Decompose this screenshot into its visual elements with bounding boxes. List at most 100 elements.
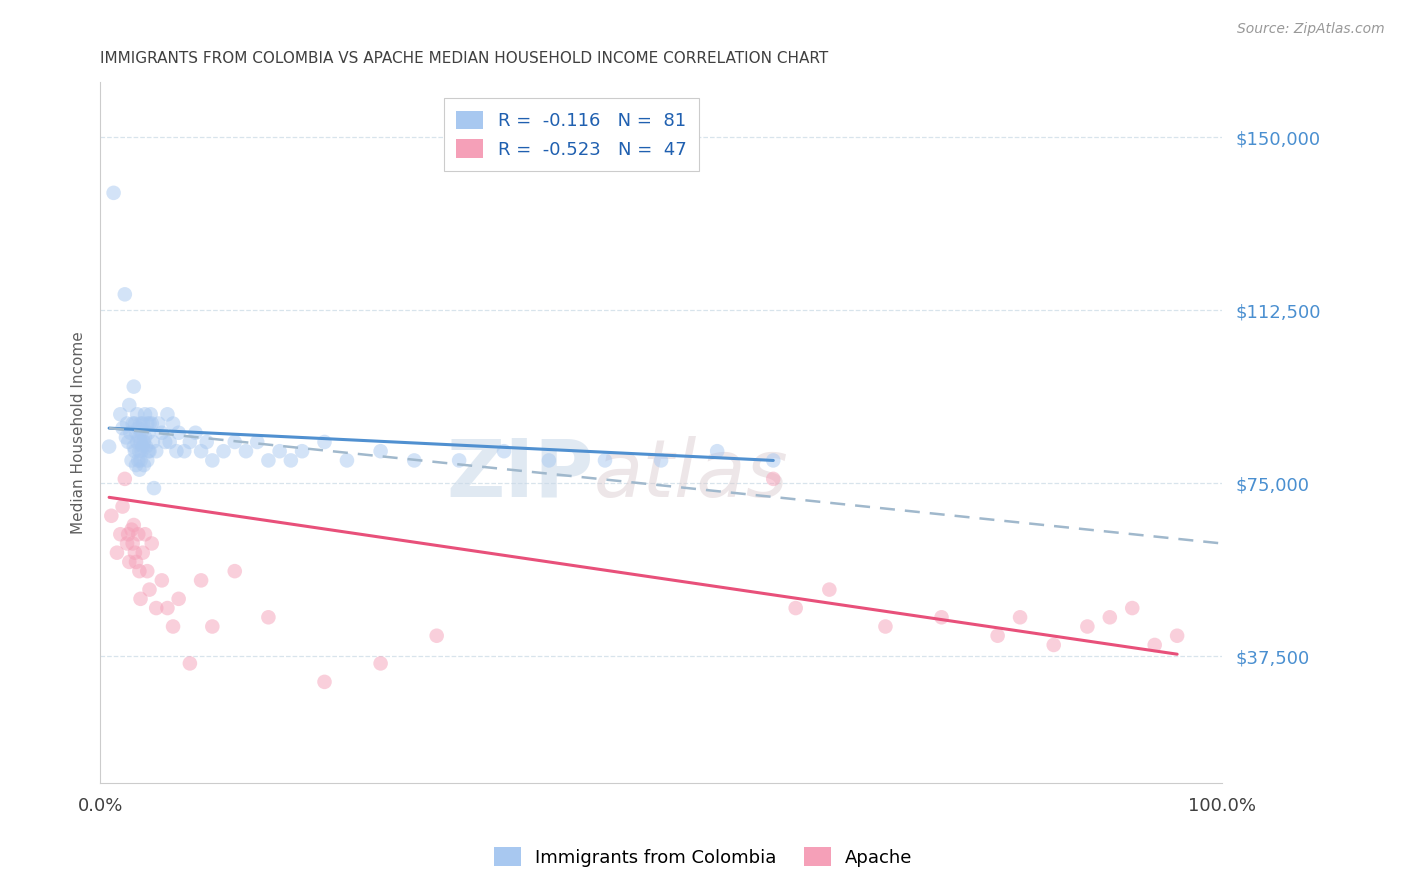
Point	[125, 458, 148, 472]
Point	[128, 463, 150, 477]
Point	[118, 398, 141, 412]
Point	[159, 434, 181, 449]
Point	[195, 434, 218, 449]
Point	[165, 444, 187, 458]
Point	[131, 444, 153, 458]
Point	[118, 555, 141, 569]
Point	[121, 453, 143, 467]
Point	[173, 444, 195, 458]
Point	[190, 444, 212, 458]
Point	[105, 546, 128, 560]
Text: Source: ZipAtlas.com: Source: ZipAtlas.com	[1237, 22, 1385, 37]
Point	[537, 453, 560, 467]
Point	[212, 444, 235, 458]
Legend: Immigrants from Colombia, Apache: Immigrants from Colombia, Apache	[486, 840, 920, 874]
Point	[128, 564, 150, 578]
Point	[314, 434, 336, 449]
Legend: R =  -0.116   N =  81, R =  -0.523   N =  47: R = -0.116 N = 81, R = -0.523 N = 47	[443, 98, 699, 171]
Point	[110, 527, 132, 541]
Point	[404, 453, 426, 467]
Point	[153, 434, 176, 449]
Point	[492, 444, 515, 458]
Point	[122, 379, 145, 393]
Point	[115, 536, 138, 550]
Point	[167, 425, 190, 440]
Point	[593, 453, 616, 467]
Point	[141, 417, 163, 431]
Point	[156, 601, 179, 615]
Point	[121, 536, 143, 550]
Point	[143, 481, 166, 495]
Point	[125, 425, 148, 440]
Point	[162, 417, 184, 431]
Text: IMMIGRANTS FROM COLOMBIA VS APACHE MEDIAN HOUSEHOLD INCOME CORRELATION CHART: IMMIGRANTS FROM COLOMBIA VS APACHE MEDIA…	[100, 51, 828, 66]
Point	[127, 421, 149, 435]
Text: atlas: atlas	[593, 436, 789, 514]
Point	[426, 629, 449, 643]
Point	[762, 453, 785, 467]
Point	[127, 434, 149, 449]
Text: ZIP: ZIP	[447, 436, 593, 514]
Point	[115, 430, 138, 444]
Point	[124, 417, 146, 431]
Point	[370, 444, 392, 458]
Point	[179, 657, 201, 671]
Point	[110, 407, 132, 421]
Point	[129, 453, 152, 467]
Point	[134, 527, 156, 541]
Point	[128, 430, 150, 444]
Point	[142, 434, 165, 449]
Point	[145, 601, 167, 615]
Point	[138, 425, 160, 440]
Point	[138, 582, 160, 597]
Point	[134, 407, 156, 421]
Point	[1143, 638, 1166, 652]
Point	[449, 453, 471, 467]
Point	[235, 444, 257, 458]
Point	[138, 444, 160, 458]
Point	[224, 434, 246, 449]
Point	[1076, 619, 1098, 633]
Point	[145, 444, 167, 458]
Point	[132, 546, 155, 560]
Point	[136, 564, 159, 578]
Point	[184, 425, 207, 440]
Point	[111, 421, 134, 435]
Point	[131, 425, 153, 440]
Point	[257, 453, 280, 467]
Point	[150, 425, 173, 440]
Point	[148, 417, 170, 431]
Point	[132, 434, 155, 449]
Point	[136, 453, 159, 467]
Point	[129, 417, 152, 431]
Point	[201, 619, 224, 633]
Point	[141, 536, 163, 550]
Point	[224, 564, 246, 578]
Point	[1042, 638, 1064, 652]
Point	[114, 472, 136, 486]
Point	[1010, 610, 1032, 624]
Point	[103, 186, 125, 200]
Point	[114, 287, 136, 301]
Point	[138, 417, 160, 431]
Point	[125, 555, 148, 569]
Point	[122, 518, 145, 533]
Point	[117, 434, 139, 449]
Point	[167, 591, 190, 606]
Point	[139, 407, 162, 421]
Point	[162, 619, 184, 633]
Point	[136, 417, 159, 431]
Point	[128, 444, 150, 458]
Point	[1121, 601, 1143, 615]
Point	[370, 657, 392, 671]
Point	[706, 444, 728, 458]
Point	[135, 440, 157, 454]
Point	[156, 407, 179, 421]
Point	[257, 610, 280, 624]
Point	[190, 574, 212, 588]
Point	[762, 472, 785, 486]
Point	[111, 500, 134, 514]
Point	[269, 444, 291, 458]
Point	[124, 546, 146, 560]
Point	[875, 619, 897, 633]
